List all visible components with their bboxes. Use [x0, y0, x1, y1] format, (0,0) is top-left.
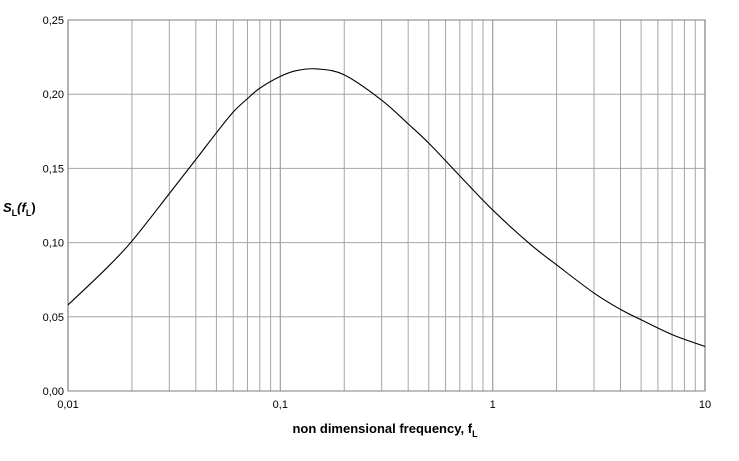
x-tick-label: 0,1	[273, 399, 288, 411]
x-tick-label: 1	[490, 399, 496, 411]
x-axis-label: non dimensional frequency, fL	[292, 421, 478, 439]
y-tick-label: 0,05	[43, 312, 64, 324]
y-tick-label: 0,00	[43, 386, 64, 398]
y-tick-label: 0,25	[43, 15, 64, 27]
plot-frame	[67, 19, 706, 392]
series-layer	[67, 68, 706, 347]
y-axis-label: SL(fL)	[3, 200, 36, 218]
y-tick-labels: 0,00 0,05 0,10 0,15 0,20 0,25	[43, 15, 64, 398]
y-tick-label: 0,20	[43, 89, 64, 101]
y-tick-label: 0,15	[43, 163, 64, 175]
x-tick-label: 0,01	[57, 399, 78, 411]
x-tick-labels: 0,01 0,1 1 10	[57, 399, 711, 411]
x-tick-label: 10	[699, 399, 711, 411]
series-line	[67, 68, 706, 347]
grid	[67, 19, 706, 392]
y-tick-label: 0,10	[43, 238, 64, 250]
